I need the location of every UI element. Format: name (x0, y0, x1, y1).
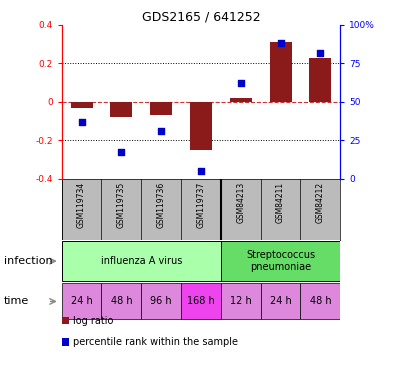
Bar (181, 283, 221, 319)
Bar (71, 102, 92, 108)
Bar (190, 102, 212, 150)
Text: 48 h: 48 h (310, 296, 331, 306)
Title: GDS2165 / 641252: GDS2165 / 641252 (142, 11, 260, 24)
Bar (261, 283, 300, 319)
Point (238, 80, 244, 86)
Point (277, 40, 284, 46)
Text: Streptococcus
pneumoniae: Streptococcus pneumoniae (246, 250, 315, 272)
Point (158, 128, 164, 134)
Text: 24 h: 24 h (270, 296, 291, 306)
Text: log ratio: log ratio (73, 316, 113, 326)
Text: 12 h: 12 h (230, 296, 252, 306)
Bar (270, 42, 291, 102)
Text: GSM84213: GSM84213 (236, 182, 245, 223)
Text: GSM119737: GSM119737 (197, 182, 205, 228)
Bar (141, 283, 181, 319)
Bar (230, 98, 252, 102)
Bar (101, 283, 141, 319)
Text: GSM119734: GSM119734 (77, 182, 86, 228)
Bar (150, 102, 172, 115)
Text: 24 h: 24 h (71, 296, 92, 306)
Bar (111, 102, 132, 117)
Bar (221, 241, 340, 281)
Bar (221, 283, 261, 319)
Bar (310, 58, 332, 102)
Point (118, 149, 125, 156)
Bar (300, 283, 340, 319)
Bar (62, 283, 101, 319)
Text: GSM119735: GSM119735 (117, 182, 126, 228)
Text: 48 h: 48 h (111, 296, 132, 306)
Text: GSM84211: GSM84211 (276, 182, 285, 223)
Text: 168 h: 168 h (187, 296, 215, 306)
Bar (62, 241, 221, 281)
Text: percentile rank within the sample: percentile rank within the sample (73, 337, 238, 347)
Text: time: time (4, 296, 29, 306)
Text: influenza A virus: influenza A virus (101, 256, 182, 266)
Text: GSM119736: GSM119736 (157, 182, 166, 228)
Point (317, 50, 324, 56)
Point (78, 119, 85, 125)
Text: GSM84212: GSM84212 (316, 182, 325, 223)
Text: 96 h: 96 h (150, 296, 172, 306)
Text: infection: infection (4, 256, 53, 266)
Point (198, 168, 204, 174)
